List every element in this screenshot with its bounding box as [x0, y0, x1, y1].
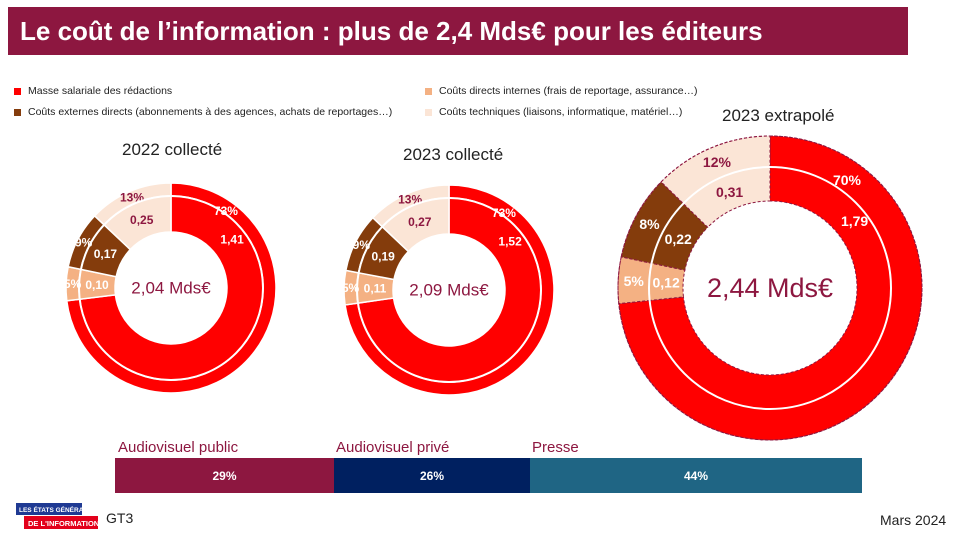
page-title: Le coût de l’information : plus de 2,4 M… — [20, 16, 763, 46]
value-label-external-costs: 0,22 — [665, 231, 692, 247]
percent-label-internal-costs: 5% — [624, 273, 645, 289]
legend-item-salaries: Masse salariale des rédactions — [14, 85, 172, 97]
value-label-salaries: 1,79 — [841, 213, 868, 229]
working-group-label: GT3 — [106, 510, 134, 526]
percent-label-internal-costs: 5% — [342, 281, 360, 295]
value-label-technical-costs: 0,31 — [716, 184, 743, 200]
share-bar-private-av: 26% — [334, 458, 530, 493]
logo-text-bottom: DE L'INFORMATION — [28, 519, 98, 528]
ring-separator — [78, 195, 264, 381]
value-label-salaries: 1,41 — [220, 233, 244, 247]
percent-label-salaries: 70% — [833, 172, 862, 188]
value-label-external-costs: 0,19 — [371, 249, 395, 263]
chart-title-2023-extrapolated: 2023 extrapolé — [722, 106, 835, 125]
legend-swatch — [14, 108, 21, 116]
percent-label-salaries: 73% — [492, 206, 516, 220]
legend-label: Coûts externes directs (abonnements à de… — [28, 106, 393, 118]
value-label-technical-costs: 0,25 — [130, 213, 154, 227]
donut-outer-slice-technical-costs — [660, 135, 771, 205]
segment-label-press: Presse — [532, 439, 579, 456]
percent-label-internal-costs: 5% — [64, 277, 82, 291]
donut-center-total: 2,04 Mds€ — [131, 279, 211, 298]
legend-label: Masse salariale des rédactions — [28, 85, 173, 97]
segment-label-public-av: Audiovisuel public — [118, 439, 239, 456]
donut-outline — [617, 135, 923, 441]
date-label: Mars 2024 — [880, 512, 947, 528]
legend-item-internal-costs: Coûts directs internes (frais de reporta… — [425, 85, 698, 97]
legend-item-external-costs: Coûts externes directs (abonnements à de… — [14, 106, 392, 118]
donut-center-total: 2,09 Mds€ — [409, 281, 489, 300]
legend-swatch — [14, 87, 21, 95]
value-label-salaries: 1,52 — [498, 235, 522, 249]
legend-item-technical-costs: Coûts techniques (liaisons, informatique… — [425, 106, 682, 118]
percent-label-technical-costs: 12% — [703, 154, 732, 170]
percent-label-external-costs: 8% — [639, 216, 660, 232]
title-banner: Le coût de l’information : plus de 2,4 M… — [8, 7, 908, 55]
legend-swatch — [425, 108, 432, 116]
share-bar-press: 44% — [530, 458, 862, 493]
value-label-technical-costs: 0,27 — [408, 215, 432, 229]
legend-label: Coûts techniques (liaisons, informatique… — [439, 106, 683, 118]
legend-swatch — [425, 87, 432, 95]
percent-label-technical-costs: 13% — [120, 191, 144, 205]
percent-label-technical-costs: 13% — [398, 193, 422, 207]
chart-title-2022: 2022 collecté — [122, 140, 223, 159]
share-bar-public-av: 29% — [115, 458, 334, 493]
value-label-internal-costs: 0,11 — [364, 281, 387, 295]
logo-text-top: LES ÉTATS GÉNÉRAUX — [19, 505, 93, 514]
etats-generaux-logo: LES ÉTATS GÉNÉRAUX DE L'INFORMATION — [16, 503, 98, 529]
chart-title-2023: 2023 collecté — [403, 145, 504, 164]
value-label-internal-costs: 0,10 — [85, 278, 109, 292]
ring-separator — [356, 197, 542, 383]
donut-center-total: 2,44 Mds€ — [707, 273, 833, 303]
value-label-external-costs: 0,17 — [94, 247, 118, 261]
ring-separator — [648, 166, 892, 410]
segment-label-private-av: Audiovisuel privé — [336, 439, 450, 456]
legend-label: Coûts directs internes (frais de reporta… — [439, 85, 698, 97]
value-label-internal-costs: 0,12 — [653, 275, 680, 291]
percent-label-salaries: 73% — [214, 204, 238, 218]
